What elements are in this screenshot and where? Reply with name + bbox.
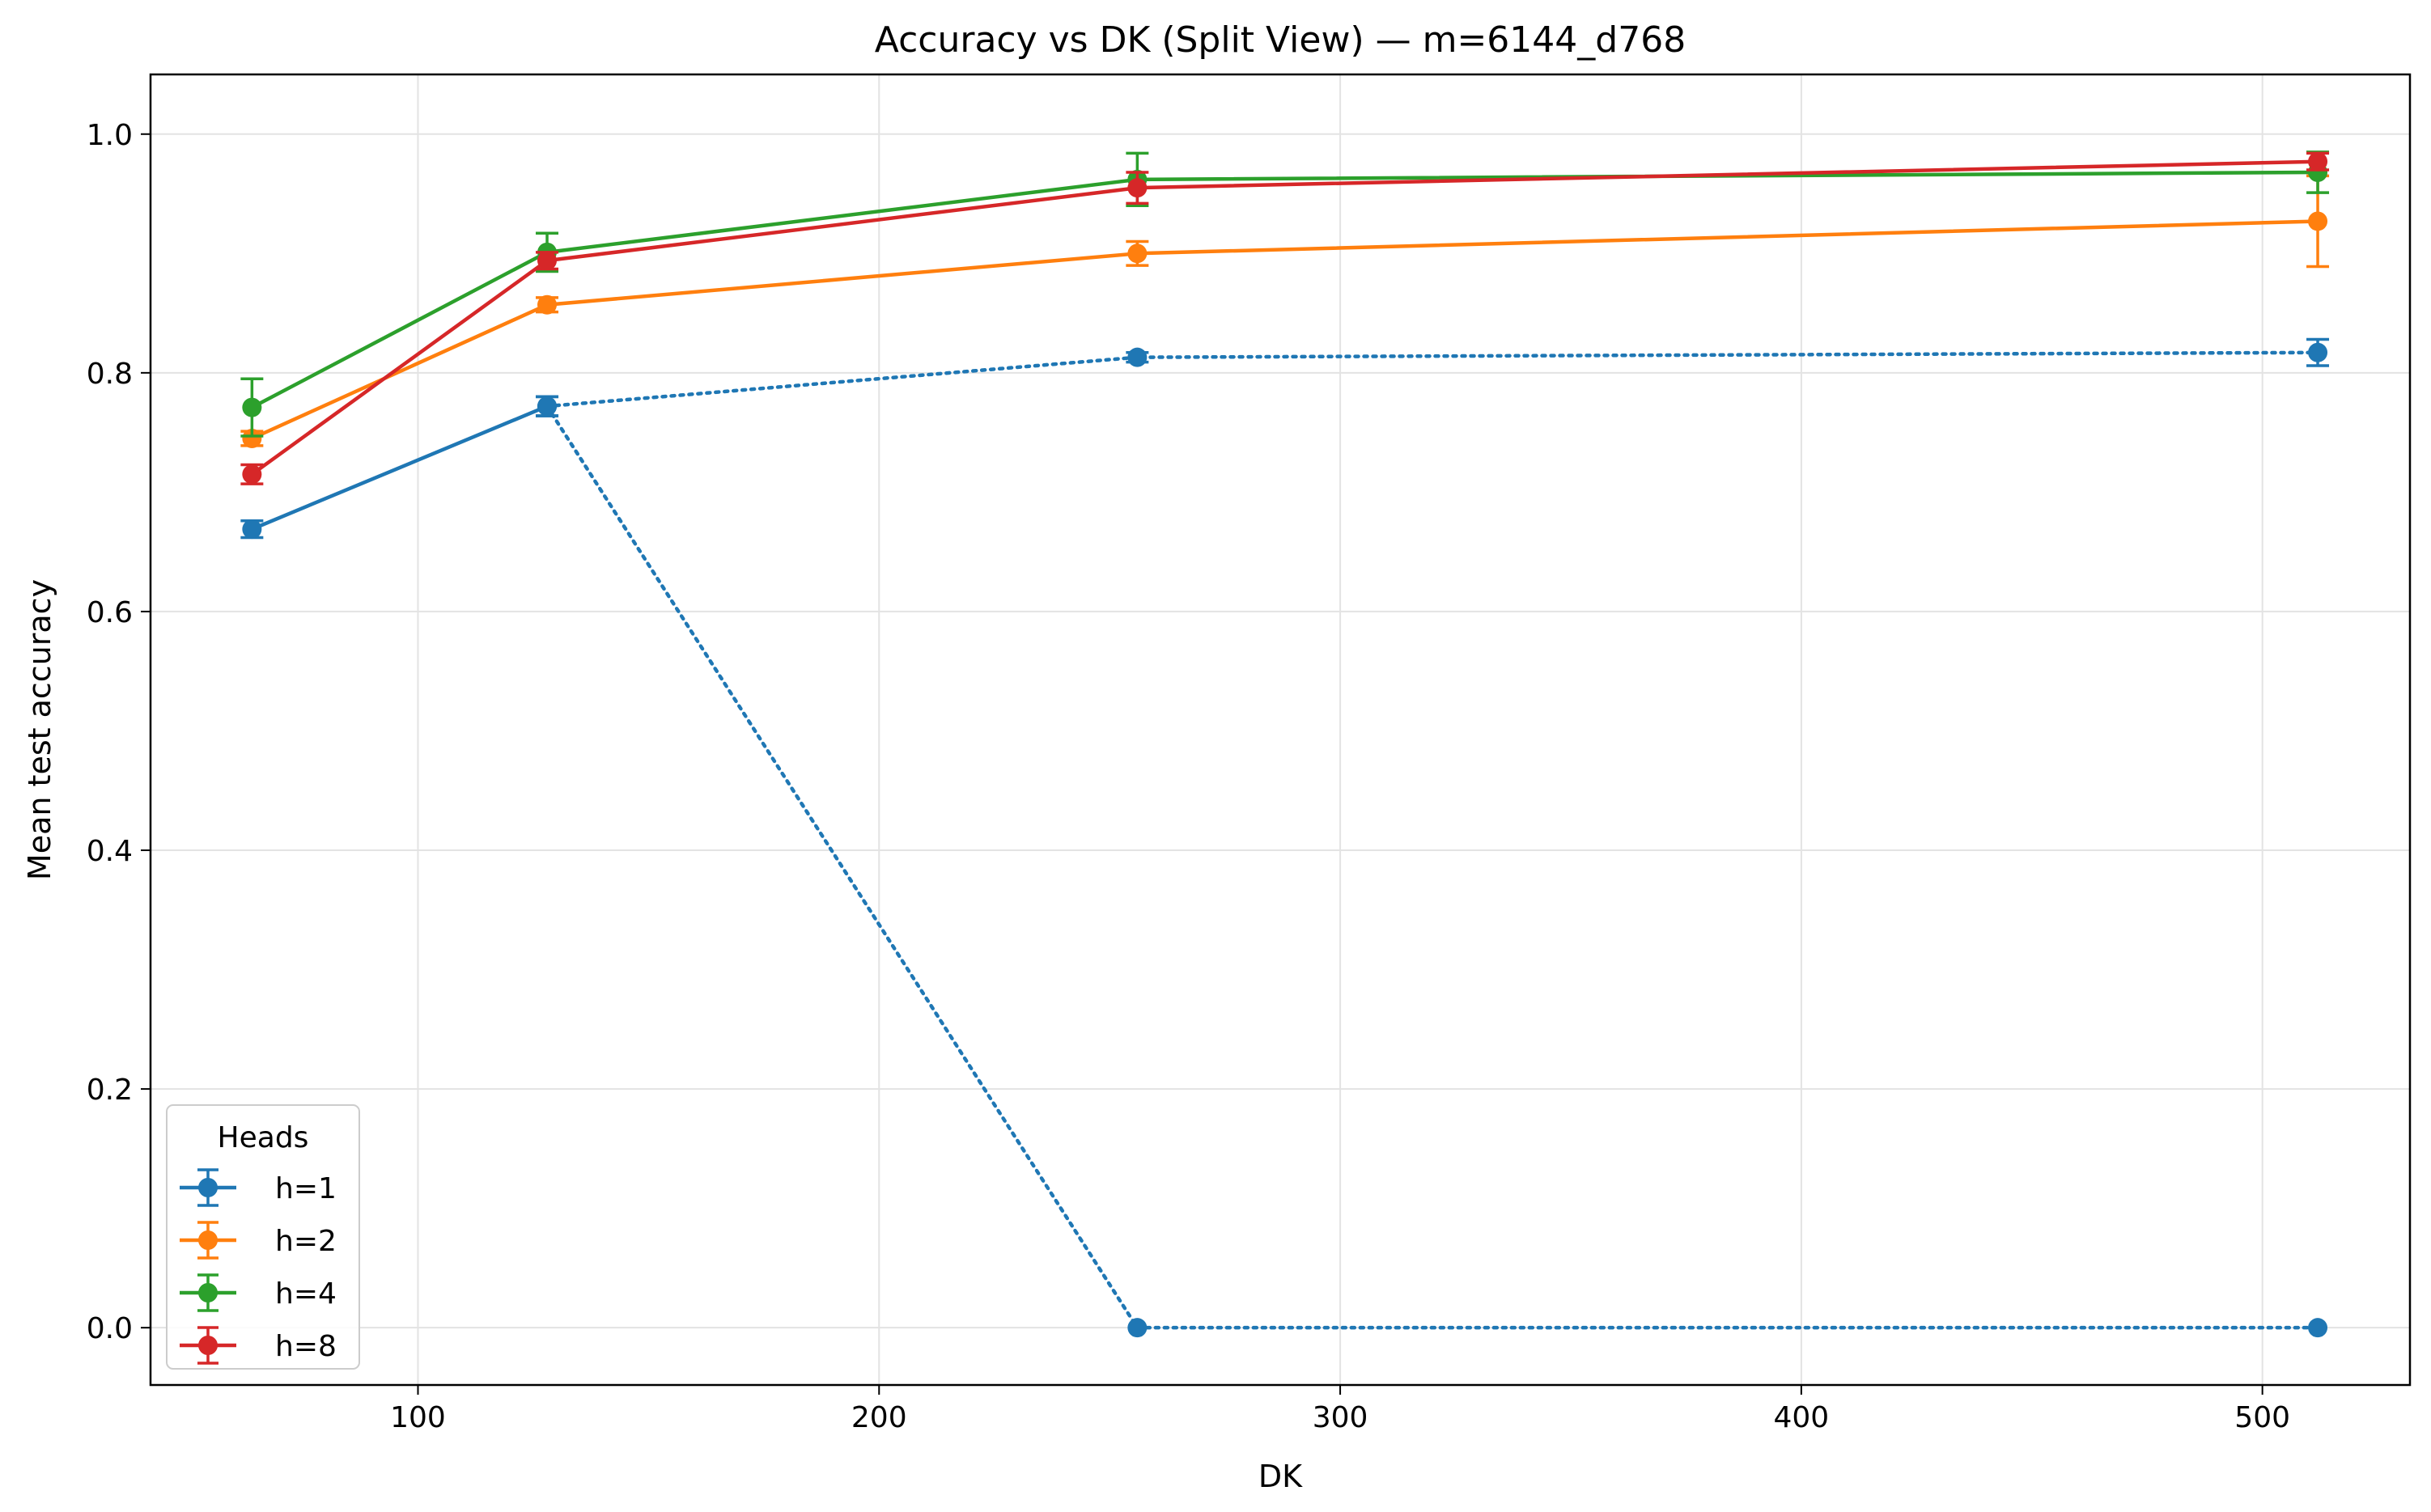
chart-title: Accuracy vs DK (Split View) — m=6144_d76… — [875, 19, 1686, 61]
legend-entry: h=4 — [180, 1273, 337, 1312]
data-point — [2308, 342, 2328, 362]
data-point — [1127, 347, 1148, 367]
legend-label: h=2 — [275, 1225, 337, 1258]
data-point — [2308, 1318, 2328, 1338]
legend-entry: h=2 — [180, 1221, 337, 1260]
data-point — [242, 464, 262, 485]
y-tick-label: 1.0 — [87, 119, 133, 152]
series-h8 — [240, 151, 2330, 485]
x-tick-label: 400 — [1774, 1401, 1830, 1434]
legend-entry: h=8 — [180, 1326, 337, 1365]
data-point — [537, 294, 558, 315]
data-point — [537, 396, 558, 417]
legend-marker — [198, 1230, 218, 1250]
series-h1 — [240, 395, 559, 540]
legend-marker — [198, 1336, 218, 1355]
legend-entry: h=1 — [180, 1168, 337, 1207]
y-tick-label: 0.2 — [87, 1074, 133, 1107]
legend-entries: h=1 h=2 h=4 h=8 — [180, 1168, 337, 1365]
grid-lines — [151, 74, 2410, 1385]
legend-marker — [198, 1283, 218, 1302]
data-point — [242, 519, 262, 540]
x-tick-label: 500 — [2234, 1401, 2290, 1434]
data-point — [2308, 151, 2328, 172]
y-axis-label: Mean test accuracy — [22, 579, 57, 880]
data-point — [537, 251, 558, 271]
data-point — [2308, 211, 2328, 231]
legend-label: h=1 — [275, 1172, 337, 1205]
x-tick-label: 200 — [851, 1401, 907, 1434]
data-point — [242, 397, 262, 417]
data-point — [1127, 178, 1148, 198]
x-tick-label: 300 — [1313, 1401, 1368, 1434]
legend-title: Heads — [218, 1121, 309, 1154]
legend: Heads h=1 h=2 h=4 h=8 — [166, 1104, 360, 1370]
data-series — [240, 150, 2330, 1338]
x-axis-label: DK — [1258, 1459, 1303, 1494]
axes-frame — [149, 73, 2412, 1387]
data-point — [1127, 244, 1148, 264]
series-line — [251, 404, 548, 532]
x-tick-label: 100 — [390, 1401, 446, 1434]
y-tick-label: 0.0 — [87, 1312, 133, 1345]
series-line — [251, 219, 2319, 441]
y-tick-label: 0.4 — [87, 835, 133, 868]
y-tick-label: 0.6 — [87, 596, 133, 629]
data-point — [1127, 1318, 1148, 1338]
data-point — [242, 429, 262, 448]
series-line — [251, 159, 2319, 476]
axis-ticks: 100 200 300 400 500 0.0 0.2 0.4 0.6 0.8 1.0 — [87, 119, 2290, 1434]
legend-label: h=8 — [275, 1330, 337, 1363]
y-tick-label: 0.8 — [87, 358, 133, 391]
legend-label: h=4 — [275, 1277, 337, 1311]
legend-marker — [198, 1178, 218, 1197]
